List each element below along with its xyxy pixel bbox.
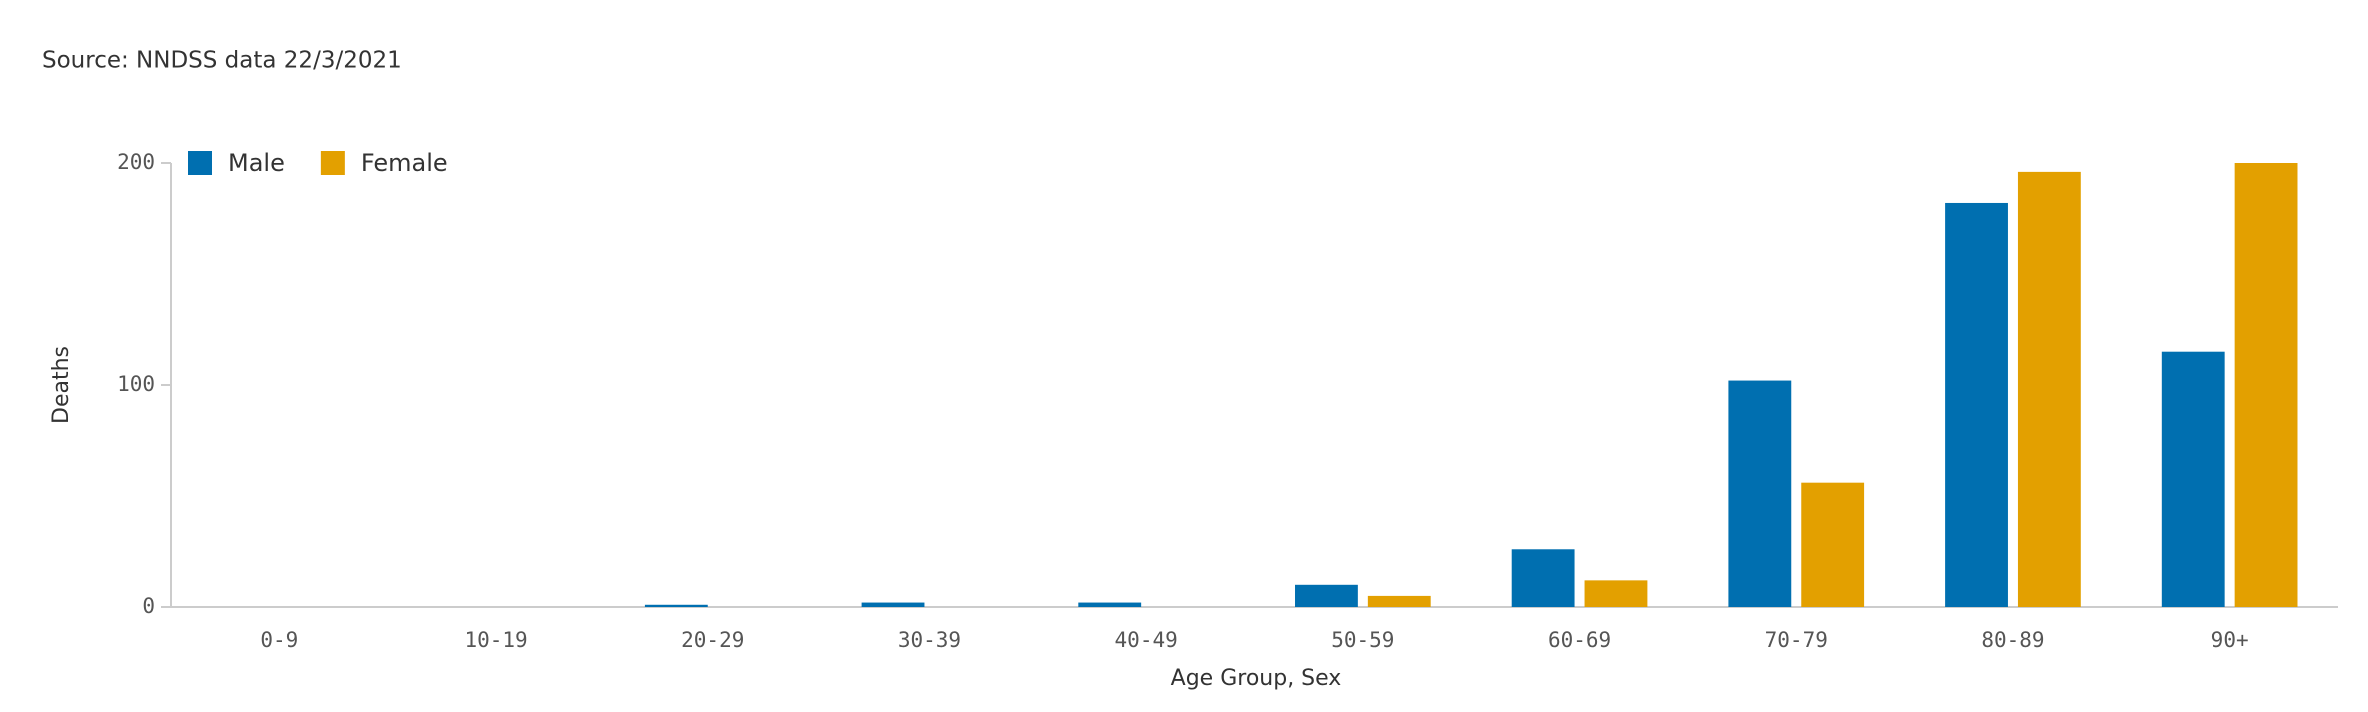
bar [2161,351,2225,607]
y-tick-label: 200 [117,150,155,174]
bar [1078,602,1142,607]
legend-swatch [188,151,212,175]
legend-swatch [320,151,345,175]
bar [2017,171,2081,607]
bar [644,604,708,607]
y-axis-title: Deaths [49,346,74,424]
bar [1801,482,1865,607]
x-tick-label: 10-19 [464,628,527,652]
x-tick-label: 50-59 [1331,628,1394,652]
x-tick-label: 90+ [2211,628,2249,652]
bar [2234,163,2298,607]
bar [1511,549,1575,607]
x-tick-label: 20-29 [681,628,744,652]
x-tick-label: 70-79 [1765,628,1828,652]
bar [861,602,925,607]
x-axis-title: Age Group, Sex [1171,666,1342,691]
bar [1367,595,1431,607]
legend-label: Male [228,149,285,177]
x-tick-label: 60-69 [1548,628,1611,652]
bar [1728,380,1792,607]
y-tick-label: 100 [117,372,155,396]
x-tick-label: 40-49 [1115,628,1178,652]
legend-label: Female [361,149,448,177]
y-tick-label: 0 [142,594,155,618]
chart-subtitle: Source: NNDSS data 22/3/2021 [42,48,402,74]
bar [1295,584,1358,607]
bar [1945,202,2008,607]
x-tick-label: 0-9 [260,628,298,652]
bar [1584,580,1648,607]
x-tick-label: 80-89 [1981,628,2044,652]
x-tick-label: 30-39 [898,628,961,652]
